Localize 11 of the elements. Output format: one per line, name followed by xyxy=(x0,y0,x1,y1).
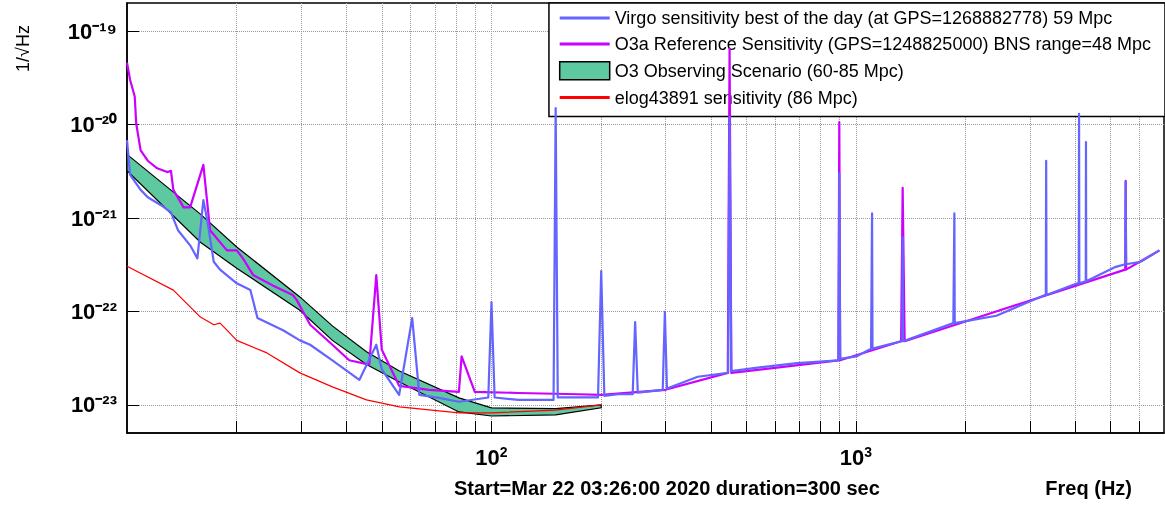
y-tick-label: 10⁻¹⁹ xyxy=(67,18,117,44)
y-tick-label: 10⁻²³ xyxy=(70,392,117,418)
text: Start=Mar 22 03:26:00 2020 duration=300 sec xyxy=(454,477,880,499)
y-tick-label: 10⁻²¹ xyxy=(70,205,117,231)
y-axis-title: 1/√Hz xyxy=(13,25,33,72)
y-tick-label: 10⁻²² xyxy=(70,298,117,324)
x-axis-title: Freq (Hz) xyxy=(1045,477,1132,499)
legend-label: O3a Reference Sensitivity (GPS=1248825000) BNS range=48 Mpc xyxy=(614,34,1151,54)
legend-label: O3 Observing Scenario (60-85 Mpc) xyxy=(614,60,904,81)
legend-label: Virgo sensitivity best of the day (at GPS=1268882778) 59 Mpc xyxy=(614,8,1113,28)
y-tick-label: 10⁻²⁰ xyxy=(70,112,117,138)
